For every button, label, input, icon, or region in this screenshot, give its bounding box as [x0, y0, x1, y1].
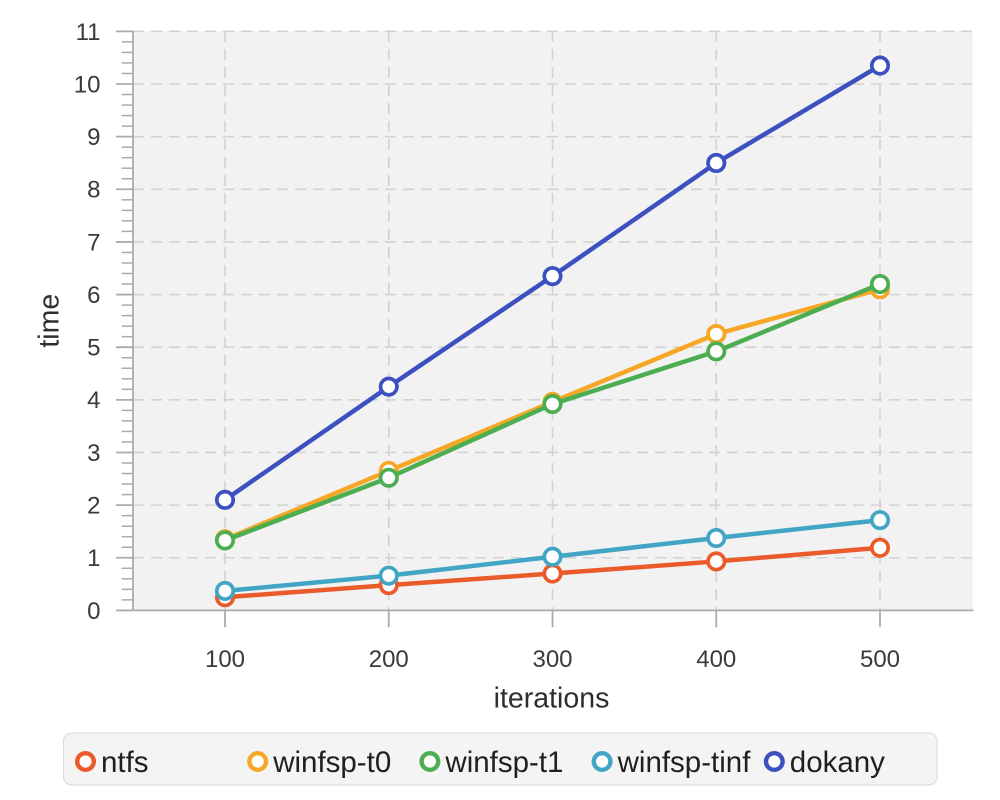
svg-text:9: 9: [87, 124, 100, 151]
svg-text:time: time: [34, 294, 66, 348]
svg-text:iterations: iterations: [494, 683, 610, 715]
svg-text:7: 7: [87, 229, 100, 256]
svg-text:0: 0: [87, 598, 100, 625]
svg-text:8: 8: [87, 177, 100, 204]
svg-text:2: 2: [87, 493, 100, 520]
svg-text:dokany: dokany: [790, 746, 885, 779]
svg-text:winfsp-tinf: winfsp-tinf: [617, 746, 752, 779]
svg-text:winfsp-t1: winfsp-t1: [444, 746, 563, 779]
svg-text:1: 1: [87, 545, 100, 572]
svg-text:winfsp-t0: winfsp-t0: [272, 746, 391, 779]
svg-text:3: 3: [87, 440, 100, 467]
svg-text:ntfs: ntfs: [101, 746, 149, 779]
svg-text:11: 11: [76, 19, 101, 46]
svg-text:100: 100: [205, 646, 245, 673]
svg-text:10: 10: [74, 71, 101, 98]
svg-text:500: 500: [860, 646, 900, 673]
svg-text:400: 400: [696, 646, 736, 673]
svg-text:5: 5: [87, 335, 100, 362]
svg-text:200: 200: [369, 646, 409, 673]
svg-text:6: 6: [87, 282, 100, 309]
svg-text:300: 300: [532, 646, 572, 673]
svg-text:4: 4: [87, 387, 100, 414]
